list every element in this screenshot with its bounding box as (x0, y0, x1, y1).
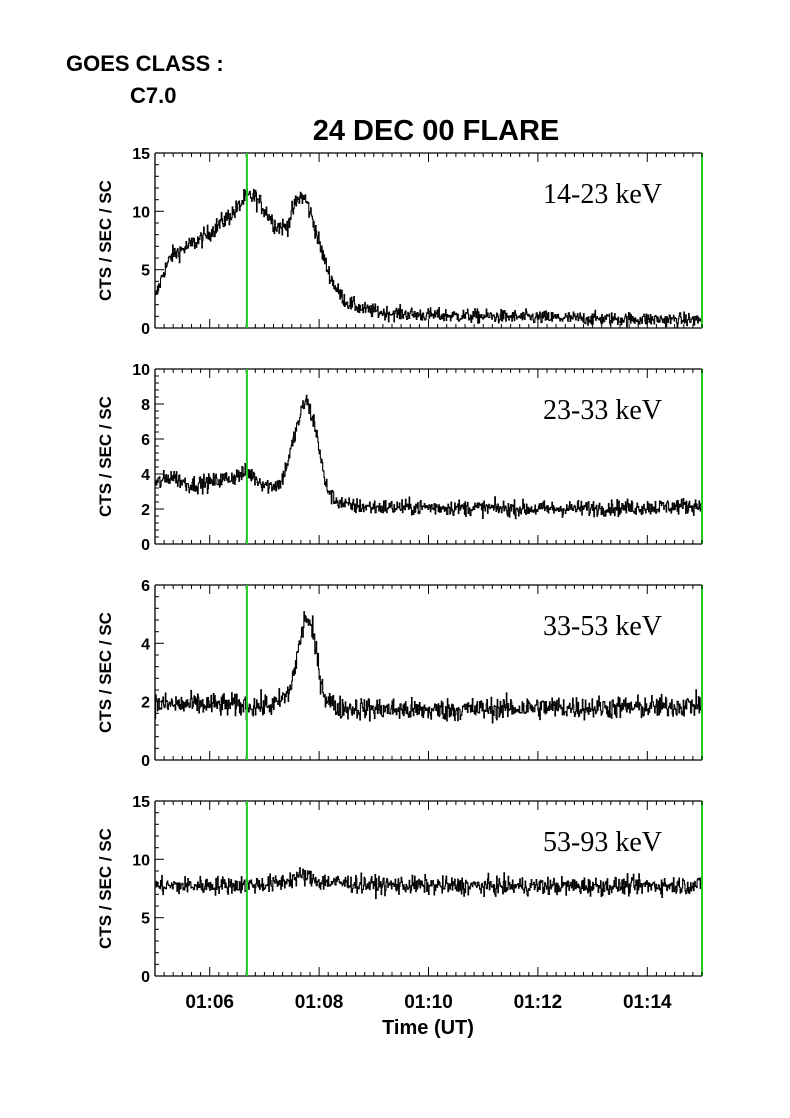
y-tick-label: 10 (132, 362, 150, 379)
x-tick-label: 01:10 (404, 992, 453, 1013)
panels-group: 0 5 10 15 CTS / SEC / SC 14-23 keV 0 2 4 6 8 10 CTS … (96, 146, 703, 1013)
y-axis-label: CTS / SEC / SC (96, 612, 115, 733)
y-tick-label: 5 (141, 911, 150, 928)
panel-2: 0 2 4 6 8 10 CTS / SEC / SC 23-33 keV (96, 362, 703, 554)
y-tick-label: 2 (141, 502, 150, 519)
energy-band-label: 23-33 keV (543, 395, 662, 426)
chart-title: 24 DEC 00 FLARE (313, 115, 560, 147)
goes-class-value: C7.0 (130, 83, 176, 108)
x-tick-label: 01:08 (295, 992, 344, 1013)
energy-band-label: 33-53 keV (543, 611, 662, 642)
y-tick-label: 4 (141, 636, 150, 653)
y-tick-label: 15 (132, 146, 150, 163)
y-tick-label: 10 (132, 852, 150, 869)
y-tick-label: 2 (141, 695, 150, 712)
x-tick-label: 01:14 (623, 992, 672, 1013)
y-axis-label: CTS / SEC / SC (96, 396, 115, 517)
energy-band-label: 53-93 keV (543, 827, 662, 858)
y-tick-label: 0 (141, 753, 150, 770)
y-tick-label: 10 (132, 204, 150, 221)
goes-class-label: GOES CLASS : (66, 51, 224, 76)
y-tick-label: 0 (141, 969, 150, 986)
y-axis-label: CTS / SEC / SC (96, 828, 115, 949)
y-tick-label: 0 (141, 537, 150, 554)
energy-band-label: 14-23 keV (543, 179, 662, 210)
panel-3: 0 2 4 6 CTS / SEC / SC 33-53 keV (96, 578, 703, 770)
y-axis-label: CTS / SEC / SC (96, 180, 115, 301)
y-tick-label: 15 (132, 794, 150, 811)
x-tick-label: 01:06 (185, 992, 234, 1013)
y-tick-label: 0 (141, 321, 150, 338)
y-tick-label: 6 (141, 432, 150, 449)
y-tick-label: 8 (141, 397, 150, 414)
light-curve-4 (155, 867, 702, 900)
panel-4: 0 5 10 15 CTS / SEC / SC 53-93 keV (96, 794, 703, 986)
x-tick-label: 01:12 (514, 992, 563, 1013)
panel-1: 0 5 10 15 CTS / SEC / SC 14-23 keV (96, 146, 703, 338)
y-tick-label: 6 (141, 578, 150, 595)
y-tick-label: 4 (141, 467, 150, 484)
y-tick-label: 5 (141, 263, 150, 280)
x-axis-label: Time (UT) (382, 1017, 474, 1039)
